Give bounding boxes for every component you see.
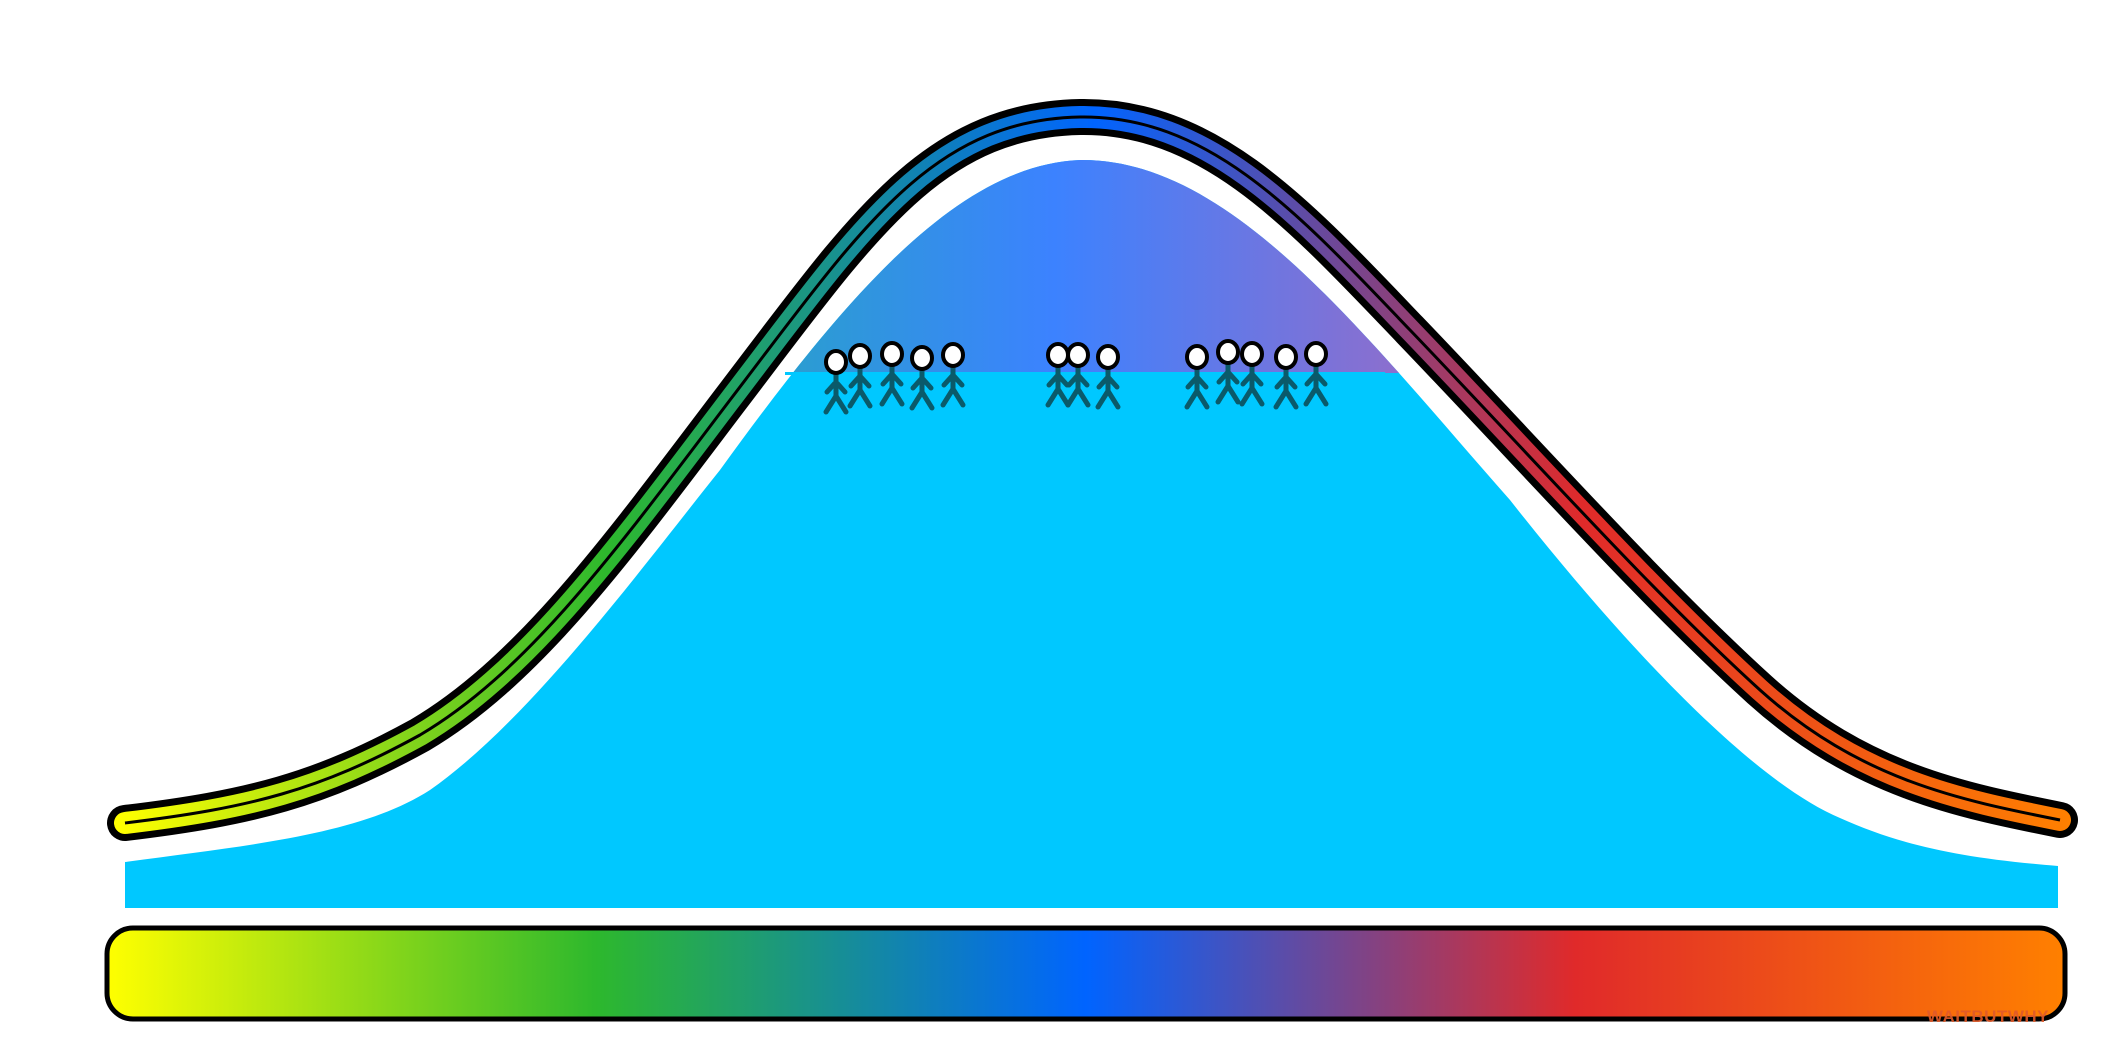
spectrum-bar [107,928,2065,1019]
watermark-logo: WAITBUTWHY [1927,1007,2049,1027]
fill-base-line [785,372,1385,375]
